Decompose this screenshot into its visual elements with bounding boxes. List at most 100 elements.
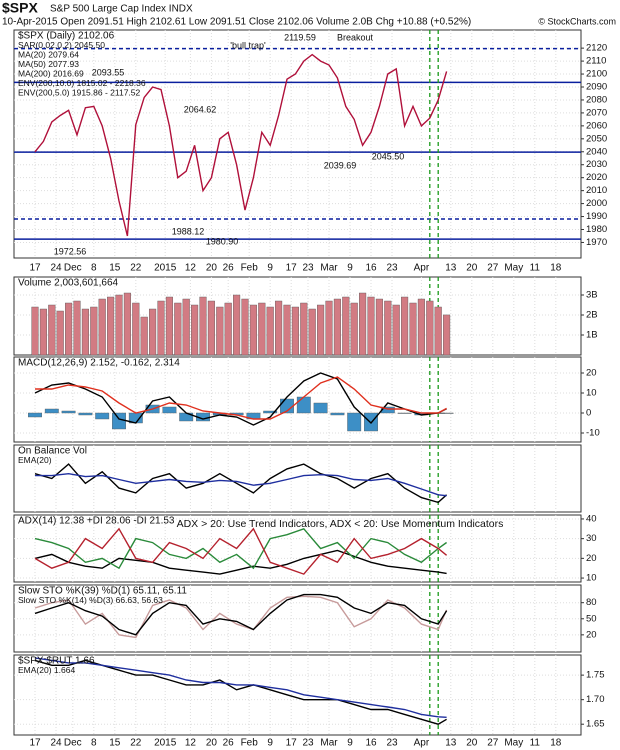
bar	[249, 304, 257, 356]
y-tick-label: 1990	[586, 211, 607, 222]
bar	[216, 306, 224, 356]
x-tick-label: 2015	[154, 738, 177, 749]
y-tick-label: 1970	[586, 237, 607, 248]
x-tick-label: 20	[466, 738, 478, 749]
bar	[61, 410, 76, 414]
bar	[275, 300, 283, 356]
bar	[291, 306, 299, 356]
panel-label: MACD(12,26,9) 2.152, -0.162, 2.314	[18, 358, 180, 369]
bar	[123, 292, 131, 356]
bar	[157, 300, 165, 356]
x-tick-label: Feb	[241, 738, 259, 749]
x-tick-label: 24	[50, 738, 62, 749]
bar	[342, 296, 350, 356]
bar	[397, 412, 412, 414]
x-tick-label: 9	[347, 263, 353, 274]
bar	[426, 300, 434, 356]
panel-label: ENV(200,5.0) 1915.86 - 2117.52	[18, 87, 141, 97]
bar	[333, 298, 341, 356]
bar	[56, 310, 64, 356]
x-tick-label: 27	[487, 738, 499, 749]
y-tick-label: 10	[586, 573, 597, 584]
bar	[417, 298, 425, 356]
y-tick-label: 2010	[586, 185, 607, 196]
x-tick-label: 26	[223, 738, 235, 749]
x-tick-label: Feb	[241, 263, 259, 274]
x-tick-label: 17	[286, 738, 298, 749]
bar	[44, 408, 59, 414]
series-line	[34, 593, 448, 636]
bar	[65, 302, 73, 356]
y-tick-label: 2120	[586, 43, 607, 54]
x-tick-label: 17	[29, 738, 41, 749]
bar	[107, 296, 115, 356]
bar	[375, 298, 383, 356]
y-tick-label: 1980	[586, 224, 607, 235]
y-tick-label: 10	[586, 388, 597, 399]
bar	[241, 298, 249, 356]
bar	[191, 304, 199, 356]
ticker: $SPX	[2, 0, 38, 16]
y-tick-label: 0	[586, 408, 591, 419]
bar	[98, 298, 106, 356]
annotation: 1980.90	[206, 236, 239, 246]
panel-label: Slow STO %K(39) %D(1) 65.11, 65.11	[18, 586, 187, 597]
y-tick-label: 2080	[586, 94, 607, 105]
y-tick-label: 2060	[586, 120, 607, 131]
x-tick-label: 23	[386, 263, 398, 274]
x-tick-label: 17	[286, 263, 298, 274]
x-tick-label: 12	[185, 263, 197, 274]
bar	[73, 300, 81, 356]
y-tick-label: 2090	[586, 82, 607, 93]
annotation: 2045.50	[372, 151, 405, 161]
bar	[81, 308, 89, 356]
x-tick-label: 27	[487, 263, 499, 274]
annotation: ADX > 20: Use Trend Indicators, ADX < 20…	[177, 518, 504, 530]
series-line	[34, 549, 447, 575]
bar	[174, 302, 182, 356]
bar	[78, 412, 93, 416]
x-tick-label: 22	[130, 263, 142, 274]
bar	[233, 294, 241, 356]
x-tick-label: 23	[302, 263, 314, 274]
bar	[39, 308, 47, 356]
panel-label: Slow STO %K(14) %D(3) 66.63, 56.63	[18, 595, 163, 605]
bar	[330, 412, 345, 416]
bar	[165, 296, 173, 356]
panel-frame	[13, 514, 582, 583]
y-tick-label: 20	[586, 629, 597, 640]
panel-label: MA(200) 2016.69	[18, 68, 84, 78]
bar	[207, 300, 215, 356]
y-tick-label: 50	[586, 613, 597, 624]
annotation: 2064.62	[184, 104, 217, 114]
x-tick-label: 26	[223, 263, 235, 274]
x-tick-label: 12	[185, 738, 197, 749]
bar	[132, 302, 140, 356]
panel-label: $SPX (Daily) 2102.06	[18, 31, 115, 42]
x-tick-label: 18	[550, 738, 562, 749]
series-line	[34, 372, 447, 426]
y-tick-label: 2B	[586, 310, 598, 321]
x-tick-label: 11	[530, 738, 541, 749]
bar	[224, 302, 232, 356]
y-tick-label: 1.70	[586, 694, 605, 705]
bar	[95, 412, 110, 420]
bar	[317, 304, 325, 356]
x-tick-label: May	[504, 263, 523, 274]
y-tick-label: 80	[586, 597, 597, 608]
x-tick-label: 15	[109, 263, 121, 274]
x-tick-label: 8	[91, 263, 97, 274]
y-tick-label: 40	[586, 513, 597, 524]
x-tick-label: 22	[130, 738, 142, 749]
x-tick-label: Mar	[320, 263, 338, 274]
panel-label: SAR(0.02,0.2) 2045.50	[18, 40, 105, 50]
x-tick-label: 16	[365, 263, 377, 274]
x-tick-label: 23	[386, 738, 398, 749]
quote: 10-Apr-2015 Open 2091.51 High 2102.61 Lo…	[2, 17, 471, 28]
x-tick-label: 9	[267, 738, 273, 749]
panel-frame	[13, 654, 582, 736]
x-tick-label: 17	[29, 263, 41, 274]
bar	[149, 308, 157, 356]
annotation: 1988.12	[172, 226, 205, 236]
x-tick-label: 16	[365, 738, 377, 749]
